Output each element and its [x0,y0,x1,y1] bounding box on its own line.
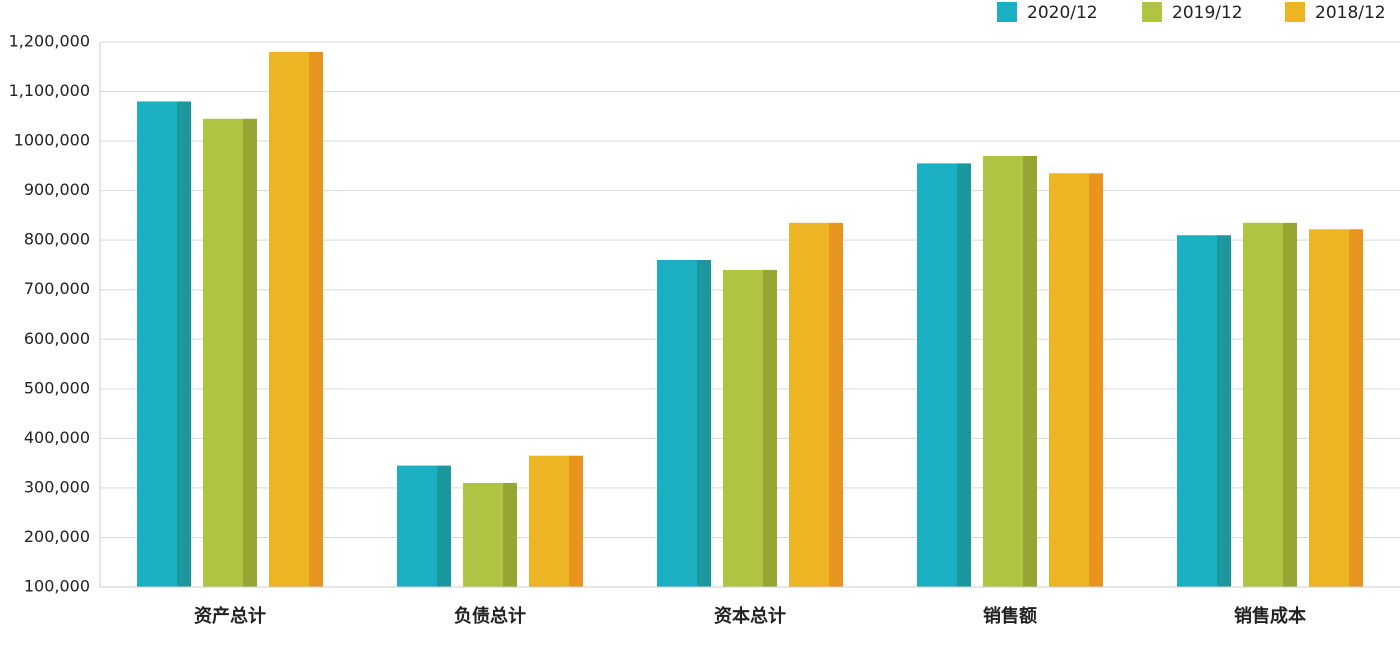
y-tick-label: 900,000 [24,180,90,199]
y-tick-label: 400,000 [24,428,90,447]
y-tick-label: 1,200,000 [9,32,90,51]
y-tick-label: 1000,000 [14,131,90,150]
bar [137,101,191,588]
bar-face [1283,222,1297,587]
bar-face [1089,173,1103,587]
bar-face [1217,235,1231,587]
bar-face [437,465,451,587]
bar [269,51,323,587]
y-tick-label: 800,000 [24,230,90,249]
y-tick-label: 600,000 [24,329,90,348]
legend-label: 2019/12 [1172,3,1243,23]
x-tick-label: 资本总计 [714,605,786,627]
bar [723,269,777,587]
bar-face [1243,222,1283,587]
bar-face [529,455,569,587]
legend-swatch [1285,2,1305,22]
bar-face [243,118,257,587]
bar-face [177,101,191,588]
bar-face [309,51,323,587]
bar-face [957,163,971,588]
bar-face [463,482,503,587]
bar-face [569,455,583,587]
bar [983,155,1037,588]
bar-face [829,222,843,587]
y-tick-label: 100,000 [24,577,90,596]
y-tick-label: 300,000 [24,477,90,496]
x-tick-label: 销售额 [983,605,1037,627]
bar [1049,173,1103,587]
bar-face [1177,235,1217,587]
y-tick-label: 200,000 [24,527,90,546]
bar-face [1023,155,1037,588]
x-tick-label: 资产总计 [194,605,266,627]
legend-label: 2018/12 [1315,3,1386,23]
bar-face [1049,173,1089,587]
y-tick-label: 1,100,000 [9,81,90,100]
bar-face [657,260,697,587]
bar [657,260,711,587]
legend-swatch [997,2,1017,22]
bar-face [1309,229,1349,588]
bar [1243,222,1297,587]
y-tick-label: 500,000 [24,378,90,397]
bar-face [983,155,1023,588]
bar-face [789,222,829,587]
bar [203,118,257,587]
bar-face [137,101,177,588]
bar-face [723,269,763,587]
bar [789,222,843,587]
legend-swatch [1142,2,1162,22]
bar-face [503,482,517,587]
bar [397,465,451,587]
bar-face [917,163,957,588]
bar [463,482,517,587]
bar-face [697,260,711,587]
bar-face [269,51,309,587]
y-tick-label: 700,000 [24,279,90,298]
bar-face [397,465,437,587]
x-tick-label: 销售成本 [1234,605,1306,627]
bar-face [763,269,777,587]
bar [1177,235,1231,587]
bar-face [203,118,243,587]
x-tick-label: 负债总计 [454,605,526,627]
bar-face [1349,229,1363,588]
bar [529,455,583,587]
bar [917,163,971,588]
bar [1309,229,1363,588]
legend-label: 2020/12 [1027,3,1098,23]
